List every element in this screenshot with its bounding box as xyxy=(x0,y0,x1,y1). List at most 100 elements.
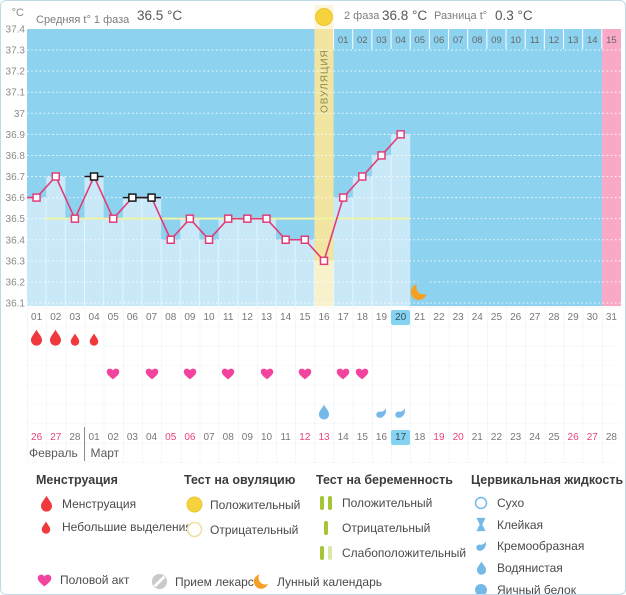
temp-bar-day-13[interactable] xyxy=(256,218,277,306)
temp-point-day-20[interactable] xyxy=(396,130,405,139)
calendar-date-06[interactable]: 06 xyxy=(184,432,196,443)
temp-point-day-14[interactable] xyxy=(281,235,290,245)
cycle-day-29[interactable]: 29 xyxy=(567,312,579,323)
calendar-date-11[interactable]: 11 xyxy=(280,432,291,443)
temp-bar-day-8[interactable] xyxy=(161,239,181,306)
cycle-day-15[interactable]: 15 xyxy=(299,312,311,323)
calendar-date-20[interactable]: 20 xyxy=(452,432,464,443)
cycle-day-13[interactable]: 13 xyxy=(260,312,273,323)
cycle-day-11[interactable]: 11 xyxy=(223,312,234,323)
temp-bar-day-3[interactable] xyxy=(65,218,85,306)
temp-bar-day-17[interactable] xyxy=(333,197,353,306)
temp-bar-day-4[interactable] xyxy=(84,176,104,306)
temp-bar-day-19[interactable] xyxy=(371,155,392,306)
temp-point-day-15[interactable] xyxy=(300,235,310,245)
calendar-date-16[interactable]: 16 xyxy=(375,432,388,443)
calendar-date-09[interactable]: 09 xyxy=(241,432,253,443)
temp-bar-day-11[interactable] xyxy=(218,218,238,306)
temp-point-day-18[interactable] xyxy=(358,172,367,181)
cycle-day-10[interactable]: 10 xyxy=(203,312,215,323)
cycle-day-17[interactable]: 17 xyxy=(337,312,349,323)
temp-bar-day-9[interactable] xyxy=(180,218,200,306)
temp-point-day-3[interactable] xyxy=(70,214,80,223)
temp-bar-day-6[interactable] xyxy=(122,197,142,306)
calendar-date-17[interactable]: 17 xyxy=(391,430,411,445)
calendar-date-13[interactable]: 13 xyxy=(318,432,330,443)
cycle-day-25[interactable]: 25 xyxy=(490,312,503,323)
cycle-day-09[interactable]: 09 xyxy=(184,312,196,323)
temp-point-day-10[interactable] xyxy=(204,235,214,245)
calendar-date-23[interactable]: 23 xyxy=(510,432,522,443)
calendar-date-22[interactable]: 22 xyxy=(490,432,503,443)
calendar-date-05[interactable]: 05 xyxy=(165,432,177,443)
calendar-date-04[interactable]: 04 xyxy=(146,432,158,443)
calendar-date-24[interactable]: 24 xyxy=(529,432,541,443)
temp-point-day-12[interactable] xyxy=(243,214,252,223)
flagged-temp-point-day-4[interactable] xyxy=(89,172,99,181)
temp-bar-day-1[interactable] xyxy=(27,197,47,306)
cycle-day-06[interactable]: 06 xyxy=(126,312,138,323)
calendar-date-27[interactable]: 27 xyxy=(50,432,62,443)
cycle-day-19[interactable]: 19 xyxy=(375,312,388,323)
cycle-day-04[interactable]: 04 xyxy=(88,312,100,323)
temp-bar-day-5[interactable] xyxy=(103,218,123,306)
calendar-date-27[interactable]: 27 xyxy=(586,432,598,443)
temp-point-day-17[interactable] xyxy=(338,193,348,202)
cycle-day-20[interactable]: 20 xyxy=(391,310,411,325)
temp-bar-day-10[interactable] xyxy=(199,239,219,306)
calendar-date-12[interactable]: 12 xyxy=(299,432,311,443)
calendar-date-26[interactable]: 26 xyxy=(31,432,43,443)
calendar-date-25[interactable]: 25 xyxy=(548,432,560,443)
calendar-date-07[interactable]: 07 xyxy=(203,432,215,443)
calendar-date-28[interactable]: 28 xyxy=(69,432,81,443)
temp-point-day-16[interactable] xyxy=(319,256,329,266)
cycle-day-05[interactable]: 05 xyxy=(107,312,119,323)
temp-point-day-13[interactable] xyxy=(262,214,271,223)
calendar-date-18[interactable]: 18 xyxy=(414,432,426,443)
calendar-date-10[interactable]: 10 xyxy=(260,432,273,443)
temp-point-day-19[interactable] xyxy=(377,151,386,160)
temp-bar-day-2[interactable] xyxy=(46,176,66,306)
cycle-day-16[interactable]: 16 xyxy=(318,312,330,323)
temp-point-day-1[interactable] xyxy=(32,193,41,202)
cycle-day-02[interactable]: 02 xyxy=(50,312,62,323)
cycle-day-03[interactable]: 03 xyxy=(69,312,81,323)
temp-point-day-5[interactable] xyxy=(108,214,118,223)
temp-bar-day-12[interactable] xyxy=(237,218,257,306)
calendar-date-28[interactable]: 28 xyxy=(605,432,617,443)
temp-bar-day-15[interactable] xyxy=(295,239,315,306)
cycle-day-24[interactable]: 24 xyxy=(471,312,483,323)
cycle-day-28[interactable]: 28 xyxy=(548,312,560,323)
temp-point-day-11[interactable] xyxy=(223,214,233,223)
cycle-day-22[interactable]: 22 xyxy=(433,312,445,323)
temp-bar-day-16[interactable] xyxy=(314,260,334,306)
cycle-day-01[interactable]: 01 xyxy=(31,312,43,323)
cycle-day-07[interactable]: 07 xyxy=(146,312,158,323)
cycle-day-30[interactable]: 30 xyxy=(586,312,598,323)
calendar-date-21[interactable]: 21 xyxy=(471,432,483,443)
temp-point-day-8[interactable] xyxy=(166,235,175,245)
temp-bar-day-20[interactable] xyxy=(391,134,411,306)
calendar-date-03[interactable]: 03 xyxy=(126,432,138,443)
flagged-temp-point-day-6[interactable] xyxy=(128,193,137,202)
temp-point-day-9[interactable] xyxy=(185,214,195,223)
temp-bar-day-7[interactable] xyxy=(141,197,162,306)
cycle-day-31[interactable]: 31 xyxy=(605,312,617,323)
calendar-date-01[interactable]: 01 xyxy=(88,432,100,443)
cycle-day-21[interactable]: 21 xyxy=(414,312,426,323)
calendar-date-08[interactable]: 08 xyxy=(222,432,234,443)
temp-bar-day-18[interactable] xyxy=(352,176,372,306)
cycle-day-12[interactable]: 12 xyxy=(241,312,253,323)
cycle-day-18[interactable]: 18 xyxy=(356,312,368,323)
temp-point-day-2[interactable] xyxy=(51,172,60,181)
calendar-date-14[interactable]: 14 xyxy=(337,432,349,443)
cycle-day-23[interactable]: 23 xyxy=(452,312,464,323)
calendar-date-15[interactable]: 15 xyxy=(356,432,368,443)
calendar-date-26[interactable]: 26 xyxy=(567,432,579,443)
calendar-date-19[interactable]: 19 xyxy=(433,432,445,443)
cycle-day-26[interactable]: 26 xyxy=(510,312,522,323)
cycle-day-14[interactable]: 14 xyxy=(280,312,292,323)
calendar-date-02[interactable]: 02 xyxy=(107,432,119,443)
flagged-temp-point-day-7[interactable] xyxy=(147,193,156,202)
temp-bar-day-14[interactable] xyxy=(276,239,296,306)
